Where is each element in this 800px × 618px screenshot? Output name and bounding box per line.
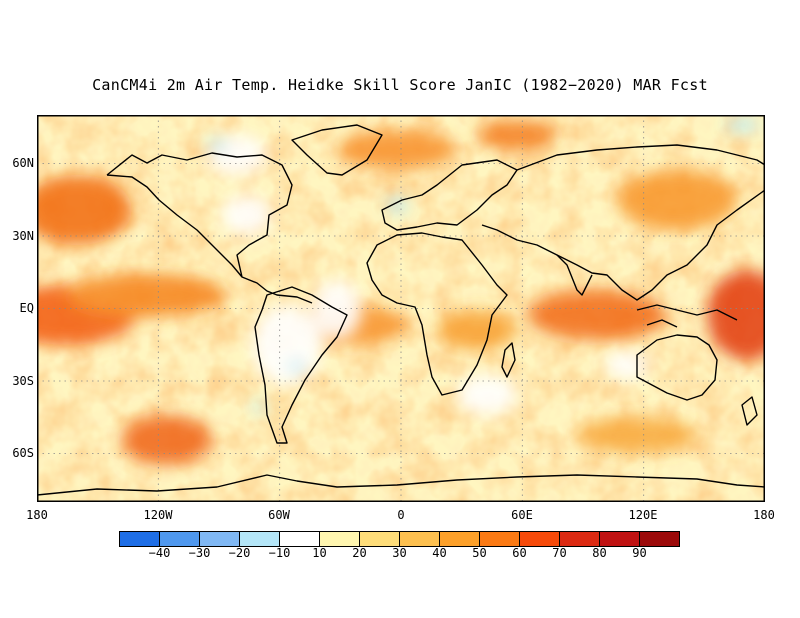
lon-label-0: 0 [397, 508, 405, 522]
north-america-coast [106, 152, 313, 304]
lon-label-60e: 60E [511, 508, 533, 522]
colorbar [119, 531, 680, 547]
lon-label-120e: 120E [628, 508, 658, 522]
lon-label-60w: 60W [268, 508, 290, 522]
negative-skill-spots [207, 119, 760, 415]
lon-label-120w: 120W [143, 508, 173, 522]
colorbar-swatch [599, 531, 640, 547]
africa-coast [366, 232, 508, 396]
lat-label-30n: 30N [12, 229, 34, 243]
greenland-coast [291, 124, 383, 176]
colorbar-tick-label: −20 [228, 546, 251, 560]
colorbar-swatch [239, 531, 280, 547]
colorbar-swatch [519, 531, 560, 547]
colorbar-swatch [199, 531, 240, 547]
india-coast [556, 254, 593, 296]
maritime-continent-coast [636, 304, 738, 328]
lat-label-60s: 60S [12, 446, 34, 460]
colorbar-swatch [319, 531, 360, 547]
europe-coast [381, 159, 518, 231]
asia-coast [481, 144, 765, 301]
antarctica-coast [37, 474, 765, 496]
colorbar-swatch [559, 531, 600, 547]
lon-label-180e: 180 [753, 508, 775, 522]
colorbar-tick-label: 90 [632, 546, 647, 560]
new-zealand-coast [741, 396, 758, 426]
colorbar-tick-label: 60 [512, 546, 527, 560]
colorbar-tick-label: −40 [148, 546, 171, 560]
skill-hotspots [37, 120, 765, 465]
south-america-coast [254, 286, 348, 444]
map-title: CanCM4i 2m Air Temp. Heidke Skill Score … [92, 76, 708, 94]
colorbar-swatch [479, 531, 520, 547]
skill-score-map [37, 115, 765, 502]
colorbar-swatch [439, 531, 480, 547]
colorbar-swatch [639, 531, 680, 547]
colorbar-tick-label: 80 [592, 546, 607, 560]
lat-label-30s: 30S [12, 374, 34, 388]
colorbar-swatch [159, 531, 200, 547]
lat-label-eq: EQ [19, 301, 34, 315]
colorbar-tick-label: 30 [392, 546, 407, 560]
australia-coast [636, 334, 718, 401]
colorbar-tick-label: −30 [188, 546, 211, 560]
map-border [37, 115, 765, 502]
colorbar-swatch [399, 531, 440, 547]
colorbar-tick-label: 20 [352, 546, 367, 560]
colorbar-tick-label: 40 [432, 546, 447, 560]
colorbar-tick-label: 50 [472, 546, 487, 560]
colorbar-tick-label: 10 [312, 546, 327, 560]
coastlines [37, 124, 765, 496]
colorbar-swatch [119, 531, 160, 547]
colorbar-swatch [279, 531, 320, 547]
colorbar-tick-label: −10 [268, 546, 291, 560]
lat-label-60n: 60N [12, 156, 34, 170]
colorbar-tick-label: 70 [552, 546, 567, 560]
lon-label-180w: 180 [26, 508, 48, 522]
madagascar-coast [501, 342, 516, 378]
colorbar-swatch [359, 531, 400, 547]
